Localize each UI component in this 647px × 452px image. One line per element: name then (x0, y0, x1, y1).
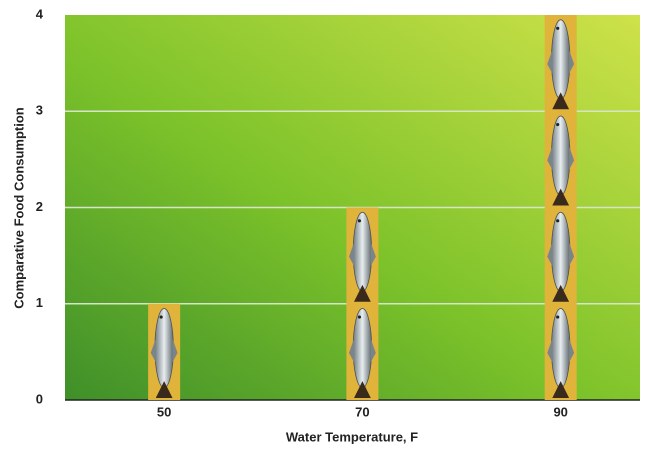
fish-icon (348, 211, 376, 302)
fish-icon (348, 308, 376, 398)
fish-body (551, 115, 571, 196)
x-tick-label: 50 (157, 404, 171, 419)
y-axis-label: Comparative Food Consumption (11, 107, 26, 309)
fish-tail (552, 381, 570, 398)
y-tick-label: 4 (36, 6, 44, 21)
fish-body (352, 308, 373, 389)
fish-body (551, 211, 571, 292)
fish-icon (547, 19, 575, 110)
fish-eye (556, 26, 560, 30)
fish-tail (155, 381, 173, 398)
fish-body (154, 308, 174, 389)
fish-body (551, 19, 571, 100)
y-tick-label: 2 (36, 199, 43, 214)
y-tick-label: 3 (36, 103, 43, 118)
fish-eye (556, 219, 560, 223)
fish-tail (354, 284, 371, 302)
y-tick-label: 1 (36, 295, 43, 310)
fish-eye (357, 219, 362, 223)
fish-tail (552, 92, 570, 110)
fish-icon (150, 308, 178, 398)
fish-icon (547, 115, 575, 206)
x-tick-label: 90 (553, 404, 567, 419)
x-tick-label: 70 (355, 404, 369, 419)
fish-eye (357, 315, 362, 319)
fish-icon (547, 211, 575, 302)
fish-icon (547, 308, 575, 398)
fish-eye (556, 315, 560, 319)
y-tick-label: 0 (36, 391, 43, 406)
fish-tail (552, 284, 570, 302)
x-axis-label: Water Temperature, F (286, 429, 418, 444)
fish-tail (354, 381, 371, 398)
fish-eye (556, 122, 560, 127)
fish-body (551, 308, 571, 389)
fish-body (352, 211, 373, 292)
fish-tail (552, 188, 570, 206)
fish-eye (159, 315, 163, 319)
